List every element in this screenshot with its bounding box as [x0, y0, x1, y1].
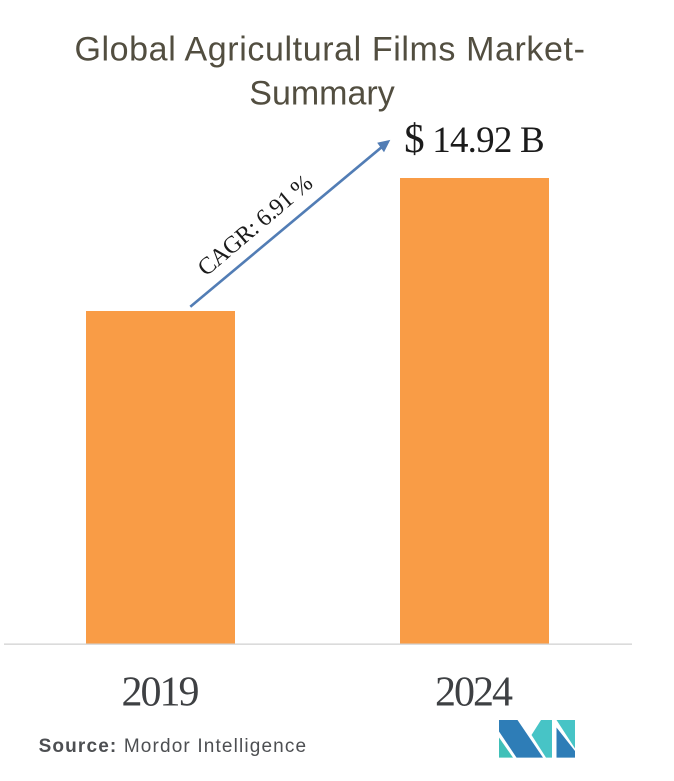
svg-text:Summary: Summary	[249, 74, 394, 112]
svg-text:Global Agricultural Films Mark: Global Agricultural Films Market-	[74, 31, 585, 69]
svg-text:$ 14.92 B: $ 14.92 B	[404, 115, 544, 161]
svg-text:2019: 2019	[122, 670, 199, 716]
svg-text:Source: Mordor Intelligence: Source: Mordor Intelligence	[39, 736, 308, 757]
svg-text:2024: 2024	[435, 670, 513, 716]
